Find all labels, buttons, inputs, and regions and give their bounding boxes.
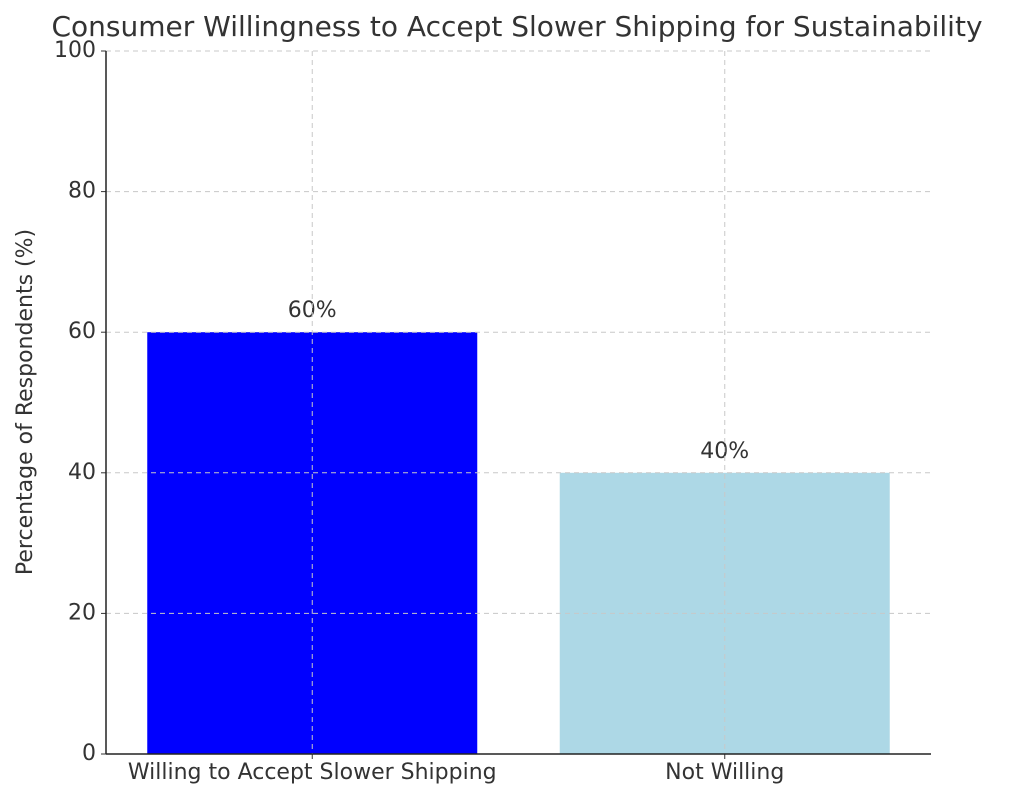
- x-tick-label: Not Willing: [665, 760, 784, 785]
- y-tick-label: 100: [54, 38, 96, 63]
- y-tick-label: 40: [68, 460, 96, 485]
- value-label: 60%: [288, 298, 337, 323]
- y-tick-label: 20: [68, 600, 96, 625]
- y-tick-label: 60: [68, 319, 96, 344]
- y-axis-label: Percentage of Respondents (%): [13, 229, 38, 575]
- x-tick-label: Willing to Accept Slower Shipping: [128, 760, 497, 785]
- y-tick-label: 80: [68, 179, 96, 204]
- chart-title: Consumer Willingness to Accept Slower Sh…: [51, 10, 982, 43]
- y-tick-label: 0: [82, 741, 96, 766]
